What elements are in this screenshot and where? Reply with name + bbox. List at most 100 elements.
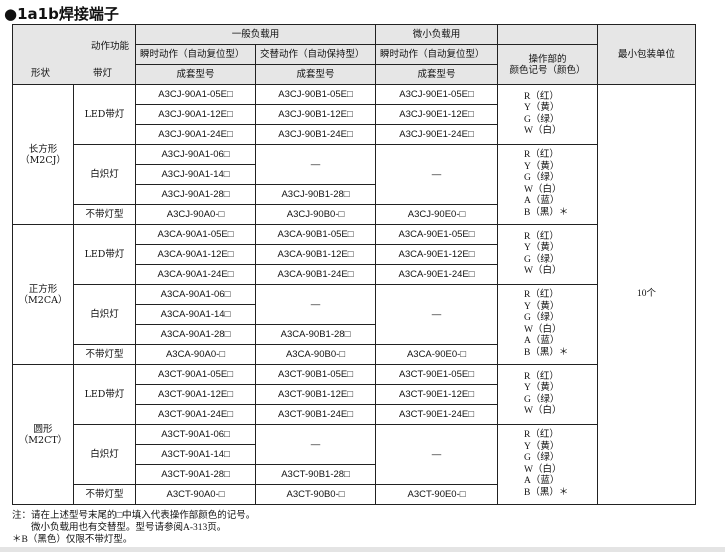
model-number: A3CJ-90B1-24E□ xyxy=(255,124,376,145)
model-number: A3CT-90E1-05E□ xyxy=(375,364,498,385)
model-number: A3CT-90B1-05E□ xyxy=(255,364,376,385)
color-codes: R（红） Y（黄） G（绿） W（白） xyxy=(497,224,598,285)
header-alternate: 交替动作（自动保持型） xyxy=(255,44,376,65)
color-code: B（黑）＊ xyxy=(524,487,569,498)
table-row: A3CJ-90A1-12E□ A3CJ-90B1-12E□ A3CJ-90E1-12… xyxy=(13,104,696,125)
model-number: A3CJ-90E1-12E□ xyxy=(375,104,498,125)
color-codes: R（红） Y（黄） G（绿） W（白） A（蓝） B（黑）＊ xyxy=(497,424,598,505)
color-code: R（红） xyxy=(524,430,559,440)
note-line: 微小负载用也有交替型。型号请参阅A-313页。 xyxy=(12,523,227,533)
table-row: 正方形 （M2CA） LED带灯 A3CA-90A1-05E□ A3CA-90B1-05… xyxy=(12,224,696,365)
lamp-type: LED带灯 xyxy=(73,84,136,145)
header-shape: 形状 xyxy=(31,68,51,79)
header-min-pack: 最小包装单位 xyxy=(597,24,696,85)
not-available: — xyxy=(375,144,498,205)
model-number: A3CA-90E1-24E□ xyxy=(375,264,498,285)
note-line: 注：请在上述型号末尾的□中填入代表操作部颜色的记号。 xyxy=(12,511,256,521)
bottom-bar xyxy=(0,547,725,552)
model-number: A3CJ-90A1-12E□ xyxy=(135,104,256,125)
color-code: G（绿） xyxy=(524,114,560,125)
lamp-type: 不带灯型 xyxy=(73,204,136,225)
header-blank xyxy=(497,24,598,45)
model-number: A3CA-90B1-24E□ xyxy=(255,264,376,285)
header-color-code-line2: 颜色记号（颜色） xyxy=(509,64,586,76)
notes: 注：请在上述型号末尾的□中填入代表操作部颜色的记号。 微小负载用也有交替型。型号… xyxy=(12,510,255,546)
model-number: A3CJ-90A1-14□ xyxy=(135,164,256,185)
shape-name: 长方形 xyxy=(28,143,58,155)
table-row: 白炽灯 A3CJ-90A1-06□ — — R（红） Y（黄） G（绿） W（白） A（蓝） B（… xyxy=(13,144,696,225)
color-codes: R（红） Y（黄） G（绿） W（白） xyxy=(497,364,598,425)
color-code: A（蓝） xyxy=(524,476,560,486)
color-code: G（绿） xyxy=(524,313,560,323)
table-row: A3CT-90A1-24E□ A3CT-90B1-24E□ A3CT-90E1-24… xyxy=(13,404,696,425)
header-set-model: 成套型号 xyxy=(255,64,376,85)
model-number: A3CA-90B1-12E□ xyxy=(255,244,376,265)
not-available: — xyxy=(255,144,376,185)
color-code: A（蓝） xyxy=(524,336,560,346)
table-row: 不带灯型 A3CT-90A0-□ A3CT-90B0-□ A3CT-90E0-□ xyxy=(13,484,696,505)
model-number: A3CJ-90B0-□ xyxy=(255,204,376,225)
color-code: W（白） xyxy=(524,406,562,416)
model-number: A3CT-90A1-24E□ xyxy=(135,404,256,425)
header-action-function: 动作功能 xyxy=(90,41,129,52)
color-code: W（白） xyxy=(524,464,562,475)
model-number: A3CT-90A1-12E□ xyxy=(135,384,256,405)
model-number: A3CT-90B1-12E□ xyxy=(255,384,376,405)
model-number: A3CA-90B1-05E□ xyxy=(255,224,376,245)
model-number: A3CJ-90B1-12E□ xyxy=(255,104,376,125)
table-row: A3CA-90A1-12E□ A3CA-90B1-12E□ A3CA-90E1-12… xyxy=(13,244,696,265)
lamp-type: 不带灯型 xyxy=(73,484,136,505)
color-code: G（绿） xyxy=(524,453,560,463)
lamp-type: 白炽灯 xyxy=(73,284,136,345)
model-number: A3CJ-90E1-24E□ xyxy=(375,124,498,145)
model-number: A3CJ-90A1-24E□ xyxy=(135,124,256,145)
header-general-load: 一般负载用 xyxy=(135,24,376,45)
not-available: — xyxy=(375,424,498,485)
model-number: A3CT-90A1-14□ xyxy=(135,444,256,465)
color-code: R（红） xyxy=(524,150,559,160)
model-number: A3CT-90B0-□ xyxy=(255,484,376,505)
model-number: A3CJ-90A1-05E□ xyxy=(135,84,256,105)
shape-cell: 长方形 （M2CJ） xyxy=(12,84,74,225)
color-code: Y（黄） xyxy=(524,441,560,452)
table-row: 长方形 （M2CJ） LED带灯 A3CJ-90A1-05E□ A3CJ-90B1-05… xyxy=(12,84,696,505)
model-number: A3CA-90A1-05E□ xyxy=(135,224,256,245)
model-number: A3CT-90E1-12E□ xyxy=(375,384,498,405)
model-number: A3CT-90B1-24E□ xyxy=(255,404,376,425)
header-corner: 动作功能 形状 带灯 xyxy=(12,24,136,85)
model-number: A3CA-90A1-24E□ xyxy=(135,264,256,285)
shape-code: （M2CT） xyxy=(18,434,68,446)
model-number: A3CA-90E0-□ xyxy=(375,344,498,365)
color-code: W（白） xyxy=(524,184,562,195)
model-number: A3CT-90A1-28□ xyxy=(135,464,256,485)
table-row: A3CJ-90A1-28□ A3CJ-90B1-28□ xyxy=(13,184,696,205)
lamp-type: LED带灯 xyxy=(73,224,136,285)
header-momentary-micro: 瞬时动作（自动复位型） xyxy=(375,44,498,65)
color-code: Y（黄） xyxy=(524,161,560,172)
not-available: — xyxy=(255,424,376,465)
model-number: A3CT-90A0-□ xyxy=(135,484,256,505)
model-number: A3CJ-90A1-06□ xyxy=(135,144,256,165)
header-set-model: 成套型号 xyxy=(375,64,498,85)
min-pack-value: 10个 xyxy=(597,84,696,505)
table-row: 白炽灯 A3CT-90A1-06□ — — R（红） Y（黄） G（绿） W（白） A（蓝） B（… xyxy=(13,424,696,505)
not-available: — xyxy=(375,284,498,345)
model-number: A3CJ-90A0-□ xyxy=(135,204,256,225)
table-row: A3CA-90A1-28□ A3CA-90B1-28□ xyxy=(13,324,696,345)
model-number: A3CT-90B1-28□ xyxy=(255,464,376,485)
shape-cell: 圆形 （M2CT） xyxy=(12,364,74,505)
color-code: R（红） xyxy=(524,371,559,382)
model-number: A3CA-90B0-□ xyxy=(255,344,376,365)
color-code: B（黑）＊ xyxy=(524,207,569,218)
model-number: A3CJ-90E0-□ xyxy=(375,204,498,225)
lamp-type: LED带灯 xyxy=(73,364,136,425)
model-number: A3CJ-90A1-28□ xyxy=(135,184,256,205)
table-row: A3CA-90A1-24E□ A3CA-90B1-24E□ A3CA-90E1-24… xyxy=(13,264,696,285)
model-number: A3CT-90A1-06□ xyxy=(135,424,256,445)
color-codes: R（红） Y（黄） G（绿） W（白） A（蓝） B（黑）＊ xyxy=(497,144,598,225)
note-line: ＊B（黑色）仅限不带灯型。 xyxy=(12,535,133,545)
header-micro-load: 微小负载用 xyxy=(375,24,498,45)
color-code: R（红） xyxy=(524,290,559,300)
color-codes: R（红） Y（黄） G（绿） W（白） A（蓝） B（黑）＊ xyxy=(497,284,598,365)
shape-name: 圆形 xyxy=(33,423,53,435)
